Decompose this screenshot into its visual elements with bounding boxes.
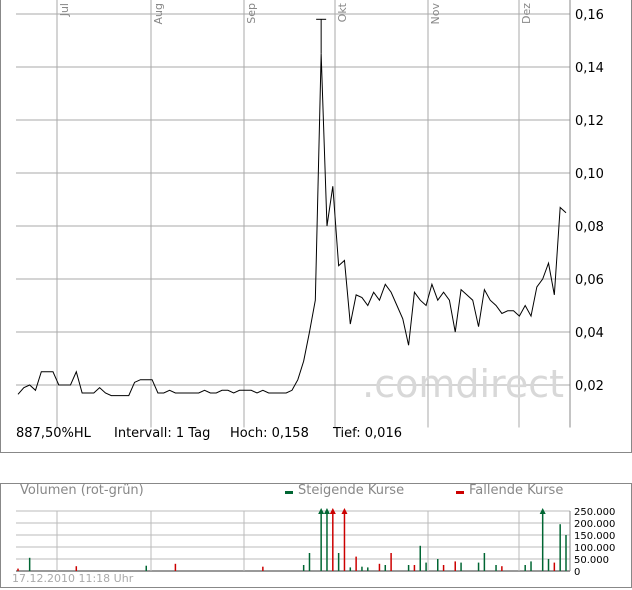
volume-tick-label: 100.000 — [574, 543, 615, 554]
volume-title: Volumen (rot-grün) — [20, 483, 144, 498]
volume-tick-label: 0 — [574, 567, 580, 578]
comdirect-watermark: .comdirect — [362, 362, 564, 406]
y-tick-label: 0,12 — [575, 114, 604, 129]
price-chart: 0,02 0,04 0,06 0,08 0,10 0,12 0,14 0,16 Jul Aug Se… — [16, 0, 604, 428]
y-tick-label: 0,10 — [575, 167, 604, 182]
month-label: Sep — [245, 3, 258, 24]
volume-tick-label: 50.000 — [574, 555, 609, 566]
month-label: Okt — [336, 2, 349, 22]
overflow-arrow-icon — [539, 508, 546, 514]
overflow-arrow-icon — [329, 508, 336, 514]
y-tick-label: 0,06 — [575, 273, 604, 288]
volume-tick-label: 200.000 — [574, 519, 615, 530]
overflow-arrow-icon — [318, 508, 325, 514]
legend-up-swatch — [285, 491, 293, 494]
price-chart-panel: 0,02 0,04 0,06 0,08 0,10 0,12 0,14 0,16 Jul Aug Se… — [0, 0, 632, 453]
legend-up: Steigende Kurse — [298, 483, 405, 498]
overflow-arrow-icon — [341, 508, 348, 514]
legend-down-swatch — [456, 491, 464, 494]
timestamp: 17.12.2010 11:18 Uhr — [12, 572, 134, 585]
low-label: Tief: 0,016 — [333, 426, 402, 441]
volume-tick-label: 150.000 — [574, 531, 615, 542]
legend-down: Fallende Kurse — [469, 483, 564, 498]
volume-chart-panel: 0 50.000 100.000 150.000 200.000 250.000 — [0, 483, 632, 588]
high-label: Hoch: 0,158 — [230, 426, 309, 441]
volume-tick-label: 250.000 — [574, 507, 615, 518]
interval-label: Intervall: 1 Tag — [114, 426, 211, 441]
overflow-arrow-icon — [323, 508, 330, 514]
y-tick-label: 0,08 — [575, 220, 604, 235]
month-label: Nov — [429, 3, 442, 25]
price-line — [17, 53, 567, 397]
y-tick-label: 0,16 — [575, 8, 604, 23]
y-tick-label: 0,02 — [575, 379, 604, 394]
month-label: Jul — [58, 3, 71, 17]
month-label: Dez — [520, 3, 533, 24]
y-tick-label: 0,14 — [575, 61, 604, 76]
y-tick-label: 0,04 — [575, 326, 604, 341]
range-label: 887,50%HL — [16, 426, 91, 441]
month-label: Aug — [152, 3, 165, 24]
